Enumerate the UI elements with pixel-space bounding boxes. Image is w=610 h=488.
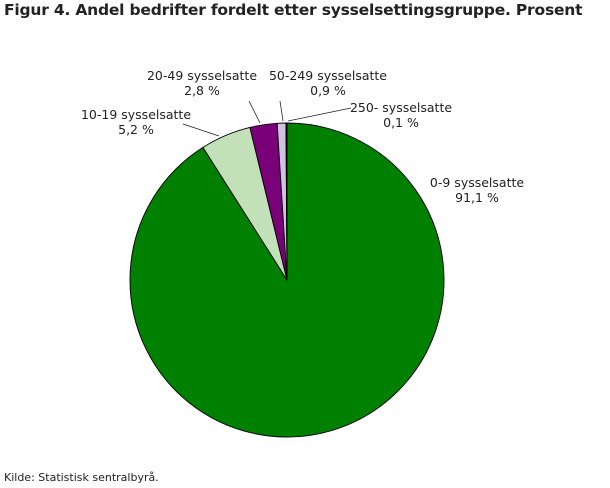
slice-value-50-249-sysselsatte: 0,9 % <box>310 83 346 98</box>
slice-label-10-19-sysselsatte: 10-19 sysselsatte <box>81 107 191 122</box>
slice-250-sysselsatte <box>285 122 288 281</box>
slice-label-50-249-sysselsatte: 50-249 sysselsatte <box>269 68 387 83</box>
slice-value-0-9-sysselsatte: 91,1 % <box>455 190 499 205</box>
leader-line-20-49-sysselsatte <box>248 100 261 124</box>
chart-title: Figur 4. Andel bedrifter fordelt etter s… <box>4 1 583 19</box>
slice-label-20-49-sysselsatte: 20-49 sysselsatte <box>147 68 257 83</box>
leader-line-250-sysselsatte <box>287 107 352 122</box>
slice-value-20-49-sysselsatte: 2,8 % <box>184 83 220 98</box>
leader-line-50-249-sysselsatte <box>279 100 284 122</box>
leader-lines-group <box>182 100 352 137</box>
leader-line-10-19-sysselsatte <box>182 123 220 137</box>
slice-value-10-19-sysselsatte: 5,2 % <box>118 122 154 137</box>
slice-label-250-sysselsatte: 250- sysselsatte <box>350 100 452 115</box>
source-note: Kilde: Statistisk sentralbyrå. <box>4 471 159 484</box>
slice-value-250-sysselsatte: 0,1 % <box>383 115 419 130</box>
slice-label-0-9-sysselsatte: 0-9 sysselsatte <box>430 175 524 190</box>
slices-group <box>129 122 445 438</box>
